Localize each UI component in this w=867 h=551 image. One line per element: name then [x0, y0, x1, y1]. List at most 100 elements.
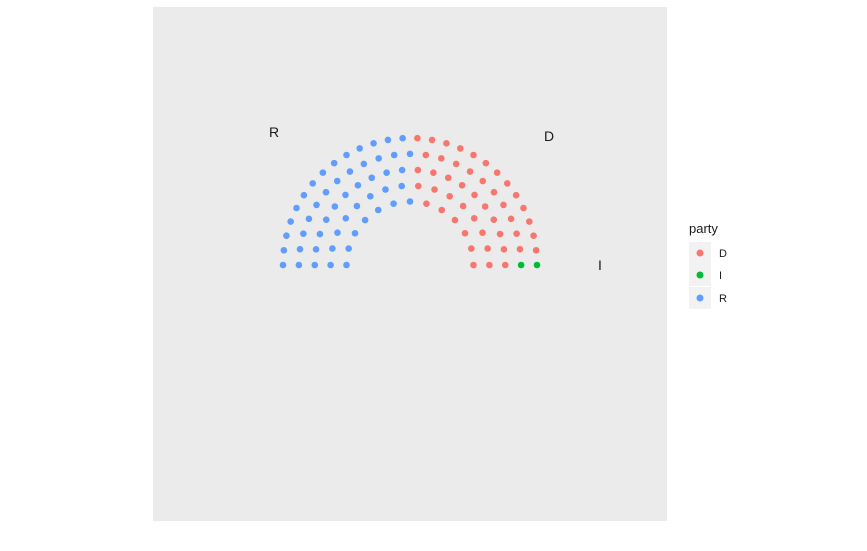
- seat-dot-r: [399, 134, 406, 142]
- seat-dot-r: [370, 140, 377, 147]
- seat-dot-d: [484, 245, 491, 252]
- seat-dot-r: [331, 203, 339, 210]
- seat-dot-r: [293, 204, 300, 212]
- seat-dot-r: [319, 169, 327, 176]
- legend-dot-d: [696, 249, 704, 257]
- seat-dot-r: [354, 181, 362, 189]
- seat-dot-i: [533, 261, 541, 269]
- seat-dot-r: [312, 246, 320, 253]
- seat-dot-r: [406, 198, 414, 205]
- seat-dot-r: [300, 191, 308, 199]
- party-label-r: R: [269, 124, 279, 140]
- seat-dot-r: [353, 202, 361, 210]
- panel-background: [153, 7, 667, 521]
- seat-dot-r: [398, 166, 406, 174]
- party-label-d: D: [544, 128, 554, 144]
- seat-dot-d: [500, 201, 507, 209]
- seat-dot-d: [530, 232, 537, 240]
- legend-dot-r: [696, 294, 704, 302]
- legend-entry-r: R: [689, 287, 727, 309]
- party-label-i: I: [598, 257, 602, 273]
- seat-dot-r: [311, 261, 319, 269]
- seat-dot-r: [383, 169, 390, 176]
- seat-dot-d: [466, 168, 474, 175]
- seat-dot-d: [520, 204, 527, 212]
- seat-dot-r: [351, 229, 359, 237]
- legend-dot-i: [696, 271, 704, 279]
- seat-dot-r: [300, 230, 307, 237]
- seat-dot-d: [414, 166, 422, 174]
- seat-dot-d: [438, 155, 445, 162]
- seat-dot-r: [309, 180, 317, 187]
- seat-dot-r: [334, 229, 341, 237]
- seat-dot-r: [296, 245, 304, 253]
- seat-dot-d: [461, 229, 469, 237]
- seat-dot-r: [406, 150, 414, 158]
- seat-dot-d: [446, 192, 453, 200]
- seat-dot-d: [470, 261, 477, 269]
- seat-dot-r: [368, 174, 376, 182]
- legend-label-i: I: [719, 270, 722, 282]
- seat-dot-d: [496, 230, 504, 238]
- seat-dot-r: [287, 218, 294, 225]
- seat-dot-d: [490, 188, 498, 196]
- seat-dot-d: [493, 169, 501, 176]
- legend-entry-i: I: [689, 264, 722, 286]
- seat-dot-d: [482, 159, 490, 167]
- legend-title: party: [689, 221, 718, 236]
- legend-label-d: D: [719, 248, 727, 260]
- seat-dot-r: [374, 206, 382, 214]
- seat-dot-r: [361, 216, 369, 224]
- seat-dot-d: [503, 180, 511, 187]
- seat-dot-r: [342, 191, 349, 199]
- seat-dot-r: [279, 261, 287, 269]
- seat-dot-r: [333, 177, 341, 185]
- seat-dot-r: [295, 261, 303, 269]
- legend-entry-d: D: [689, 242, 727, 264]
- seat-dot-d: [512, 191, 520, 199]
- seat-dot-r: [345, 245, 352, 252]
- seat-dot-r: [327, 261, 334, 269]
- seat-dot-r: [382, 186, 389, 193]
- seat-dot-r: [330, 159, 338, 167]
- seat-dot-d: [444, 174, 452, 182]
- seat-dot-d: [457, 145, 464, 152]
- seat-dot-d: [526, 218, 533, 225]
- seat-dot-d: [443, 140, 450, 147]
- seat-dot-r: [367, 192, 374, 200]
- seat-dot-d: [458, 181, 466, 189]
- seat-dot-r: [390, 151, 398, 159]
- seat-dot-d: [486, 261, 493, 269]
- seat-dot-r: [322, 188, 330, 196]
- seat-dot-r: [390, 200, 397, 207]
- seat-dot-d: [452, 160, 460, 168]
- seat-dot-d: [481, 203, 489, 210]
- legend: party D I R: [689, 221, 727, 309]
- seat-dot-d: [428, 136, 436, 144]
- seat-dot-r: [356, 145, 364, 152]
- seat-dot-r: [313, 201, 320, 209]
- seat-dot-r: [316, 230, 324, 238]
- seat-dot-d: [451, 216, 459, 224]
- seat-dot-r: [343, 261, 350, 269]
- seat-dot-d: [532, 246, 540, 254]
- seat-dot-r: [283, 232, 290, 240]
- seats-group: [279, 134, 541, 269]
- seat-dot-r: [322, 216, 330, 223]
- seat-dot-d: [516, 245, 524, 253]
- seat-dot-d: [438, 206, 446, 214]
- seat-dot-d: [415, 182, 422, 190]
- seat-dot-d: [500, 246, 508, 253]
- legend-label-r: R: [719, 293, 727, 305]
- seat-dot-d: [414, 134, 421, 142]
- seat-dot-r: [384, 136, 392, 144]
- seat-dot-d: [431, 186, 438, 193]
- seat-dot-r: [398, 182, 406, 190]
- seat-dot-d: [479, 177, 487, 185]
- seat-dot-d: [501, 261, 509, 269]
- seat-dot-r: [342, 215, 350, 222]
- seat-dot-d: [479, 229, 486, 237]
- seat-dot-d: [470, 151, 477, 159]
- seat-dot-i: [517, 261, 525, 269]
